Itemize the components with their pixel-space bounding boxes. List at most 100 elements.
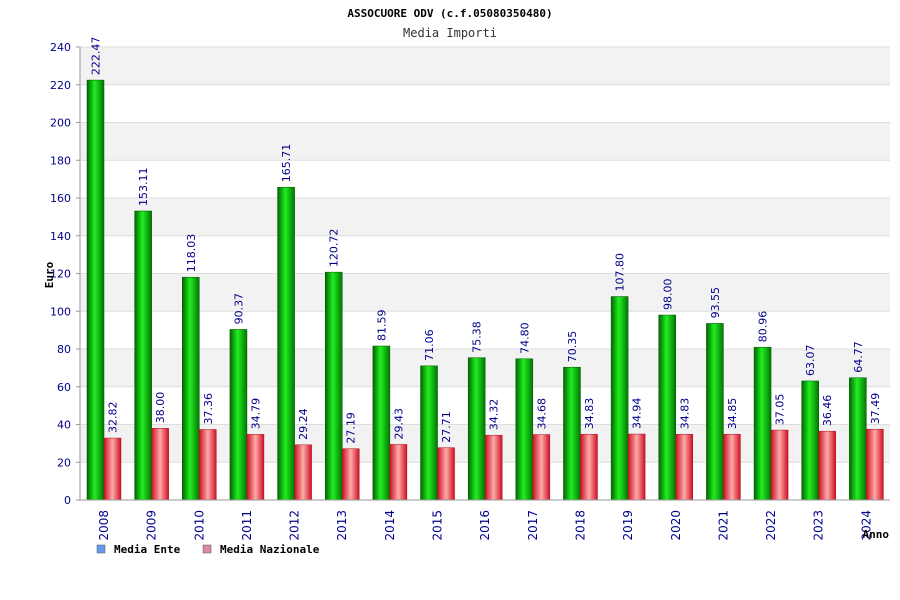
- data-label: 34.83: [678, 398, 691, 430]
- data-label: 81.59: [375, 309, 388, 341]
- bar-media-ente: [515, 358, 534, 501]
- bar-media-nazionale: [532, 434, 551, 501]
- data-label: 36.46: [821, 395, 834, 427]
- legend-label-media-nazionale: Media Nazionale: [220, 543, 320, 556]
- x-tick-label: 2016: [478, 510, 492, 541]
- y-tick-label: 80: [57, 343, 71, 356]
- data-labels: 222.47 32.82 153.11 38.00 118.03 37.36 90.37 34…: [90, 37, 882, 444]
- data-label: 34.68: [535, 398, 548, 430]
- bar-media-ente: [801, 380, 819, 501]
- bar-media-nazionale: [103, 437, 122, 501]
- bars: [86, 79, 884, 501]
- y-tick-label: 140: [50, 230, 71, 243]
- data-label: 70.35: [566, 331, 579, 363]
- bar-media-nazionale: [437, 447, 455, 501]
- bar-media-ente: [86, 79, 105, 501]
- y-tick-label: 60: [57, 381, 71, 394]
- data-label: 90.37: [232, 293, 245, 325]
- legend-swatch-media-ente: [96, 544, 106, 554]
- data-label: 165.71: [280, 144, 293, 183]
- x-tick-label: 2012: [288, 510, 302, 541]
- bar-media-nazionale: [675, 434, 694, 501]
- y-tick-label: 120: [50, 268, 71, 281]
- y-tick-label: 100: [50, 305, 71, 318]
- x-tick-label: 2023: [812, 510, 826, 541]
- y-tick-label: 180: [50, 154, 71, 167]
- legend-swatch-media-nazionale: [202, 544, 212, 554]
- data-label: 118.03: [185, 234, 198, 273]
- bar-media-nazionale: [818, 430, 836, 501]
- bar-media-ente: [420, 365, 438, 501]
- data-label: 71.06: [423, 329, 436, 361]
- bar-media-ente: [182, 276, 200, 501]
- x-tick-label: 2014: [383, 510, 397, 541]
- data-label: 34.79: [249, 398, 262, 430]
- bar-media-ente: [324, 271, 343, 501]
- bar-media-nazionale: [389, 444, 408, 501]
- data-label: 80.96: [757, 311, 770, 343]
- data-label: 38.00: [154, 392, 167, 424]
- plot-band: [80, 122, 890, 161]
- plot-band: [80, 235, 890, 274]
- x-tick-label: 2008: [97, 510, 111, 541]
- bar-media-nazionale: [341, 448, 360, 501]
- bar-media-ente: [610, 296, 629, 501]
- data-label: 222.47: [90, 37, 103, 76]
- data-label: 34.32: [488, 399, 501, 431]
- data-label: 63.07: [804, 344, 817, 376]
- bar-media-ente: [134, 210, 152, 501]
- data-label: 37.05: [774, 394, 787, 426]
- x-tick-label: 2021: [716, 510, 730, 541]
- bar-media-ente: [563, 366, 581, 501]
- x-tick-label: 2020: [669, 510, 683, 541]
- x-axis-ticks: 2008 2009 2010 2011 2012 2013 2014 2015 2016 2017…: [97, 510, 873, 541]
- data-label: 37.49: [869, 393, 882, 425]
- y-tick-label: 0: [64, 494, 71, 507]
- y-tick-label: 240: [50, 41, 71, 54]
- bar-media-nazionale: [246, 434, 265, 501]
- data-label: 37.36: [202, 393, 215, 425]
- bar-media-ente: [658, 314, 677, 501]
- plot-band: [80, 84, 890, 123]
- chart-subtitle: Media Importi: [403, 26, 497, 40]
- y-tick-label: 20: [57, 456, 71, 469]
- x-tick-label: 2022: [764, 510, 778, 541]
- y-axis-label: Euro: [43, 261, 56, 288]
- x-axis-label: Anno: [863, 528, 890, 541]
- bar-media-ente: [277, 186, 295, 501]
- y-tick-label: 40: [57, 419, 71, 432]
- legend-label-media-ente: Media Ente: [114, 543, 181, 556]
- x-tick-label: 2009: [145, 510, 159, 541]
- plot-band: [80, 311, 890, 349]
- data-label: 32.82: [107, 402, 120, 434]
- bar-media-nazionale: [199, 429, 217, 501]
- plot-band: [80, 273, 890, 312]
- plot-band: [80, 47, 890, 85]
- plot-band: [80, 160, 890, 198]
- bar-media-nazionale: [484, 434, 503, 501]
- bar-media-nazionale: [723, 433, 741, 501]
- y-axis-ticks: 0 20 40 60 80 100 120 140 160 180 200 220 240: [50, 41, 80, 507]
- data-label: 98.00: [661, 279, 674, 311]
- x-tick-label: 2010: [192, 510, 206, 541]
- data-label: 27.71: [440, 411, 453, 443]
- data-label: 29.43: [392, 408, 405, 440]
- data-label: 34.85: [726, 398, 739, 430]
- data-label: 75.38: [471, 321, 484, 353]
- bar-media-nazionale: [770, 429, 789, 501]
- data-label: 64.77: [852, 341, 865, 373]
- x-tick-label: 2018: [573, 510, 587, 541]
- bar-media-ente: [849, 377, 867, 501]
- data-label: 34.83: [583, 398, 596, 430]
- bar-media-ente: [467, 357, 486, 501]
- data-label: 29.24: [297, 408, 310, 440]
- bar-media-nazionale: [294, 444, 312, 501]
- x-tick-label: 2013: [335, 510, 349, 541]
- bar-media-nazionale: [627, 433, 646, 501]
- bar-media-nazionale: [151, 428, 169, 501]
- x-tick-label: 2015: [431, 510, 445, 541]
- data-label: 153.11: [137, 168, 150, 207]
- plot-band: [80, 198, 890, 236]
- y-tick-label: 200: [50, 117, 71, 130]
